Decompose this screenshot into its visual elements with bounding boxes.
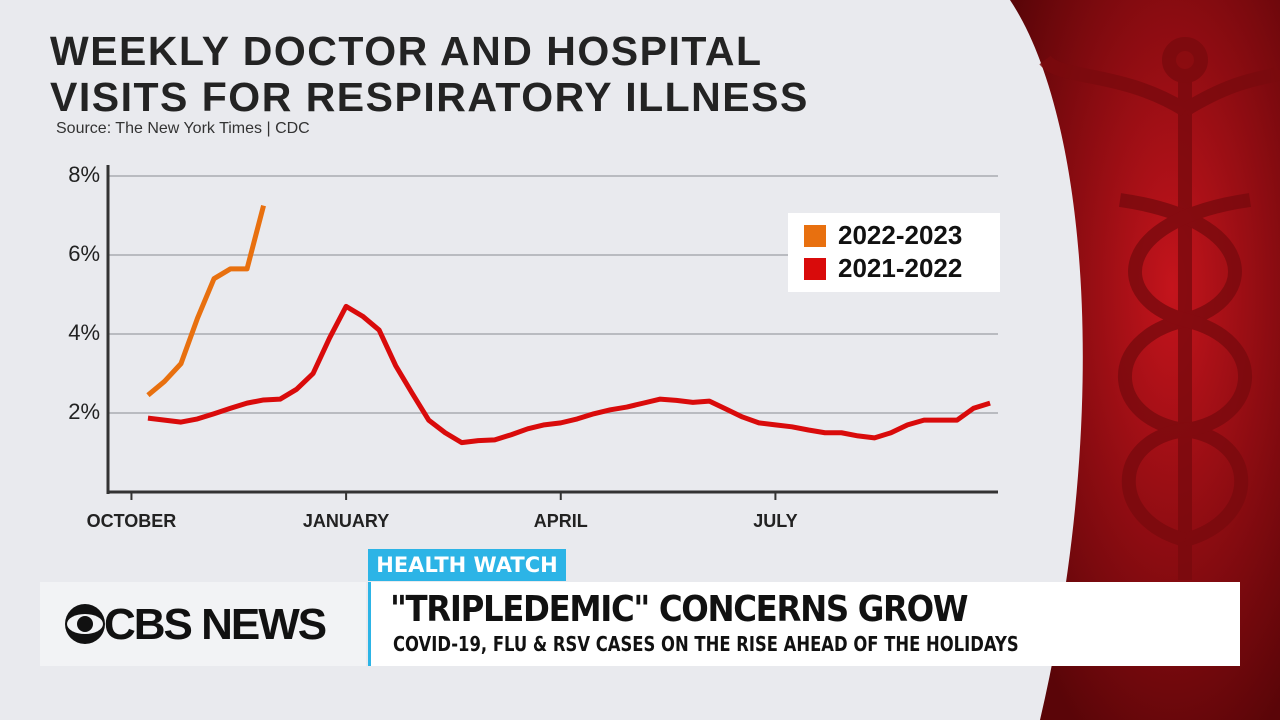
headline: "TRIPLEDEMIC" CONCERNS GROW — [390, 589, 969, 630]
subheadline: COVID-19, FLU & RSV CASES ON THE RISE AH… — [393, 632, 1019, 656]
y-tick-label: 4% — [68, 320, 100, 345]
x-tick-label: OCTOBER — [87, 511, 177, 531]
headline-bar — [368, 582, 1240, 666]
series-line — [146, 204, 266, 398]
y-tick-label: 2% — [68, 399, 100, 424]
y-tick-label: 6% — [68, 241, 100, 266]
x-tick-label: JANUARY — [303, 511, 389, 531]
y-tick-label: 8% — [68, 162, 100, 187]
x-tick-label: APRIL — [534, 511, 588, 531]
legend-label: 2021-2022 — [838, 253, 962, 283]
series-line — [147, 303, 991, 446]
caduceus — [1039, 37, 1280, 580]
source: Source: The New York Times | CDC — [56, 120, 310, 137]
legend-label: 2022-2023 — [838, 220, 962, 250]
network-name: CBS NEWS — [104, 600, 327, 649]
segment-tag: HEALTH WATCH — [368, 549, 566, 581]
legend-swatch — [804, 258, 826, 280]
x-tick-label: JULY — [753, 511, 797, 531]
legend-swatch — [804, 225, 826, 247]
red-backdrop — [1010, 0, 1280, 720]
chart-title: WEEKLY DOCTOR AND HOSPITAL VISITS FOR RE… — [50, 28, 809, 120]
